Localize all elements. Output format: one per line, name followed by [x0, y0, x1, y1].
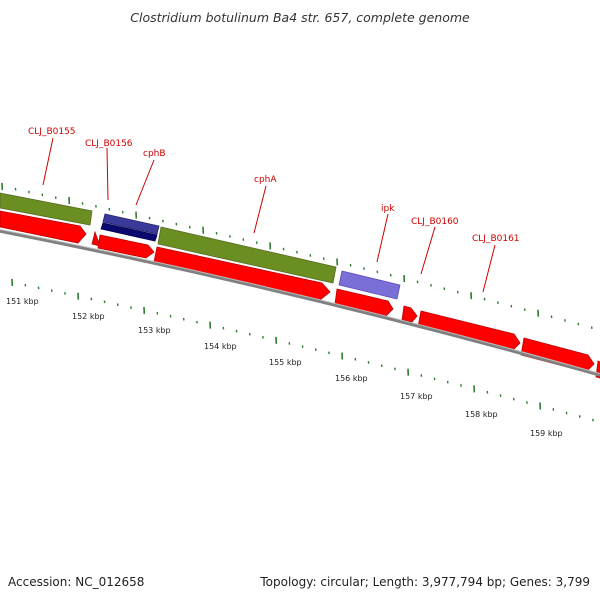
gene-label-clj-b0161[interactable]: CLJ_B0161	[472, 234, 520, 244]
reverse-strand-features	[0, 210, 600, 379]
gene-label-cphb[interactable]: cphB	[143, 149, 166, 159]
kbp-label-159: 159 kbp	[530, 429, 563, 438]
gene-label-clj-b0156[interactable]: CLJ_B0156	[85, 139, 133, 149]
genome-backbone	[0, 229, 600, 377]
feature-cphb[interactable]	[100, 222, 158, 242]
kbp-label-155: 155 kbp	[269, 358, 302, 367]
kbp-label-153: 153 kbp	[138, 326, 171, 335]
accession-text: Accession: NC_012658	[8, 575, 144, 589]
feature-ipk[interactable]	[338, 270, 401, 300]
kbp-labels: 151 kbp 152 kbp 153 kbp 154 kbp 155 kbp …	[6, 297, 563, 438]
outer-tick-marks	[1, 182, 593, 330]
feature-red-2[interactable]	[91, 230, 101, 247]
topology-summary: Topology: circular; Length: 3,977,794 bp…	[259, 575, 590, 589]
feature-clj-b0156[interactable]	[102, 213, 160, 235]
map-title: Clostridium botulinum Ba4 str. 657, comp…	[130, 10, 470, 25]
forward-strand-features	[0, 192, 401, 300]
kbp-label-158: 158 kbp	[465, 410, 498, 419]
feature-clj-b0155[interactable]	[0, 192, 93, 226]
kbp-label-157: 157 kbp	[400, 392, 433, 401]
kbp-label-151: 151 kbp	[6, 297, 39, 306]
kbp-label-156: 156 kbp	[335, 374, 368, 383]
feature-red-5[interactable]	[334, 288, 394, 317]
feature-cpha[interactable]	[157, 226, 337, 284]
inner-tick-marks	[11, 278, 594, 422]
feature-red-1[interactable]	[0, 210, 87, 244]
gene-labels: CLJ_B0155 CLJ_B0156 cphB cphA ipk CLJ_B0…	[28, 127, 520, 244]
kbp-label-154: 154 kbp	[204, 342, 237, 351]
feature-red-4[interactable]	[153, 246, 331, 301]
gene-label-clj-b0155[interactable]: CLJ_B0155	[28, 127, 76, 137]
feature-red-3[interactable]	[97, 234, 155, 259]
kbp-label-152: 152 kbp	[72, 312, 105, 321]
feature-red-6[interactable]	[401, 305, 418, 323]
gene-label-cpha[interactable]: cphA	[254, 175, 277, 185]
gene-label-clj-b0160[interactable]: CLJ_B0160	[411, 217, 459, 227]
gene-label-lines	[42, 137, 496, 293]
gene-label-ipk[interactable]: ipk	[381, 204, 395, 214]
